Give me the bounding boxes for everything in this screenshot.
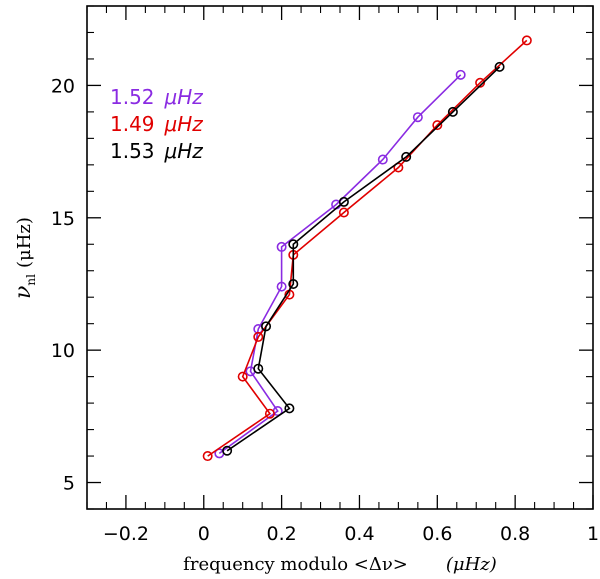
series-layer [202,35,532,462]
series-line [226,66,501,452]
data-point [455,69,466,80]
legend-entry: 1.49 μHz [110,112,203,136]
data-point [401,151,412,162]
x-tick-label: 0.6 [422,523,452,545]
legend-unit: μHz [164,112,204,136]
data-point [447,106,458,117]
legend-entry: 1.53 μHz [110,139,203,163]
y-axis-title-unit: (μHz) [14,217,35,268]
legend-unit: μHz [164,139,204,163]
data-point [222,445,233,456]
y-axis-title-sub: nl [24,274,38,286]
legend-entry: 1.52 μHz [110,85,203,109]
series-line [218,74,462,455]
data-point [284,403,295,414]
legend-unit: μHz [164,85,204,109]
x-tick-label: 0.2 [267,523,297,545]
axis-ticks [86,5,594,510]
plot-frame [86,5,594,510]
y-axis-title: νnl (μHz) [11,217,38,299]
legend-value: 1.53 [110,139,155,163]
y-tick-label: 20 [51,75,75,97]
data-point [264,408,275,419]
x-axis-title-unit: (μHz) [446,554,497,575]
legend: 1.52 μHz 1.49 μHz 1.53 μHz [110,85,203,163]
x-tick-label: 0.8 [500,523,530,545]
series-1 [214,69,466,459]
x-axis-title-text: frequency modulo <Δν> [183,554,408,575]
data-point [432,120,443,131]
data-point [202,451,213,462]
data-point [288,278,299,289]
data-point [338,196,349,207]
series-line [207,39,528,457]
data-point [494,61,505,72]
data-point [261,321,272,332]
x-tick-label: −0.2 [103,523,149,545]
y-tick-label: 10 [51,340,75,362]
y-tick-label: 5 [63,473,75,495]
data-point [237,371,248,382]
data-point [253,363,264,374]
data-point [475,77,486,88]
legend-value: 1.49 [110,112,155,136]
data-point [338,207,349,218]
x-tick-label: 0 [198,523,210,545]
x-tick-label: 0.4 [344,523,374,545]
data-point [276,241,287,252]
x-axis-title: frequency modulo <Δν> (μHz) [183,554,497,575]
legend-value: 1.52 [110,85,155,109]
y-tick-label: 15 [51,208,75,230]
series-2 [202,35,532,462]
data-point [276,281,287,292]
data-point [521,35,532,46]
y-axis-title-symbol: ν [11,286,36,299]
data-point [253,331,264,342]
data-point [377,154,388,165]
data-point [412,112,423,123]
x-tick-label: 1 [587,523,599,545]
data-point [288,239,299,250]
series-3 [222,61,505,456]
